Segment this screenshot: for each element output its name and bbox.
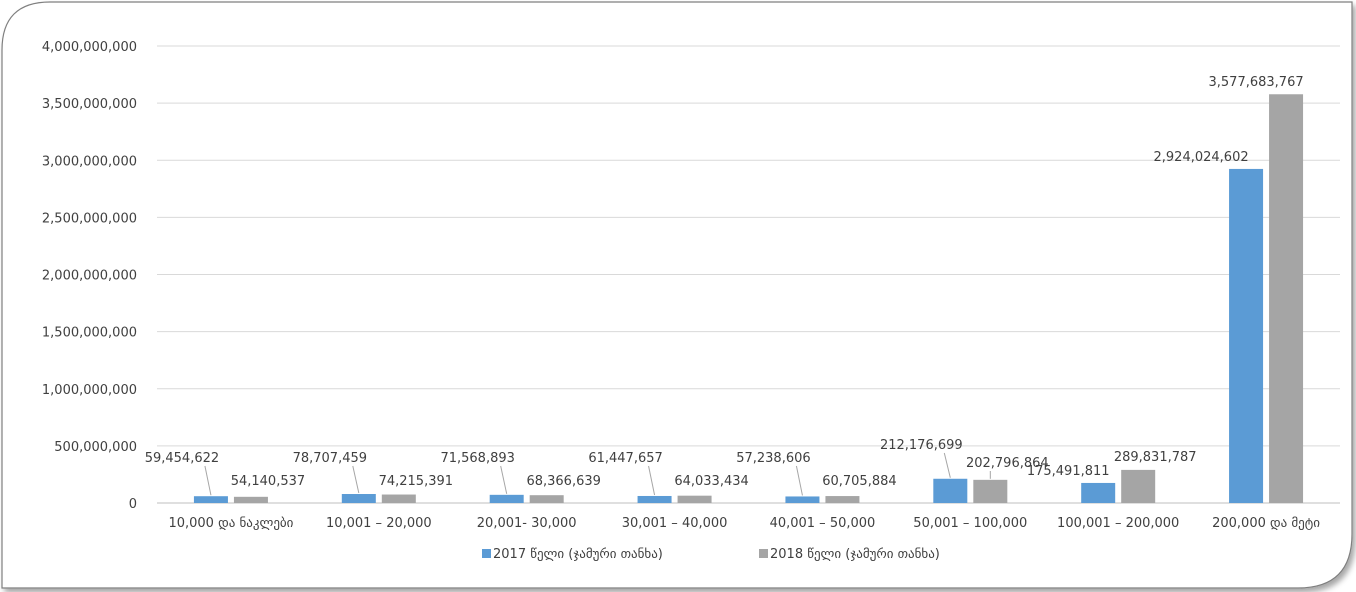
leader-line: [648, 465, 656, 496]
leader-line: [204, 465, 212, 496]
y-tick-label: 1,500,000,000: [42, 326, 137, 341]
data-label: 60,705,884: [822, 474, 896, 489]
data-label: 59,454,622: [145, 451, 219, 466]
legend: 2017 წელი (ჯამური თანხა) 2018 წელი (ჯამურ…: [482, 547, 940, 562]
data-label: 3,577,683,767: [1209, 75, 1304, 90]
bars: [193, 94, 1304, 504]
leader-line: [500, 465, 508, 494]
bar-2017: [933, 478, 968, 503]
data-label: 175,491,811: [1027, 464, 1110, 479]
y-tick-label: 2,500,000,000: [42, 211, 137, 226]
leader-line: [795, 465, 803, 496]
data-label: 212,176,699: [880, 438, 963, 453]
y-tick-label: 3,000,000,000: [42, 154, 137, 169]
bar-2017: [1081, 482, 1116, 503]
gridlines: [157, 45, 1340, 504]
x-category-label: 20,001- 30,000: [477, 516, 577, 531]
bar-2017: [489, 494, 524, 503]
leader-line: [352, 465, 360, 494]
bar-2017: [785, 496, 820, 503]
legend-label-2017: 2017 წელი (ჯამური თანხა): [493, 547, 663, 562]
legend-swatch-2018: [759, 549, 768, 558]
data-label: 64,033,434: [674, 474, 748, 489]
bar-2018: [1121, 469, 1156, 503]
bar-2018: [1269, 94, 1304, 503]
label-leader-lines: [204, 452, 991, 496]
bar-2018: [233, 496, 268, 503]
x-category-label: 10,000 და ნაკლები: [168, 516, 293, 531]
bar-2017: [341, 494, 376, 503]
bar-2017: [1229, 168, 1264, 504]
x-category-label: 200,000 და მეტი: [1212, 516, 1320, 531]
bar-2018: [825, 496, 860, 503]
x-category-label: 40,001 – 50,000: [770, 516, 876, 531]
y-tick-label: 1,000,000,000: [42, 383, 137, 398]
y-tick-label: 3,500,000,000: [42, 97, 137, 112]
data-label: 2,924,024,602: [1154, 150, 1249, 165]
data-label: 71,568,893: [440, 451, 514, 466]
data-label: 54,140,537: [231, 474, 305, 489]
y-tick-label: 4,000,000,000: [42, 40, 137, 55]
x-category-label: 30,001 – 40,000: [622, 516, 728, 531]
legend-swatch-2017: [482, 549, 491, 558]
bar-2017: [193, 496, 228, 503]
data-label: 74,215,391: [379, 474, 453, 489]
data-label: 289,831,787: [1114, 450, 1197, 465]
bar-2018: [381, 494, 416, 503]
bar-2017: [637, 495, 672, 503]
data-label: 68,366,639: [526, 474, 600, 489]
x-category-label: 10,001 – 20,000: [326, 516, 432, 531]
bar-2018: [529, 495, 564, 503]
data-label: 78,707,459: [293, 451, 367, 466]
leader-line: [943, 452, 951, 478]
y-axis-tick-labels: 0 500,000,000 1,000,000,000 1,500,000,000 2,…: [42, 40, 137, 512]
bar-2018: [677, 495, 712, 503]
y-tick-label: 500,000,000: [54, 440, 137, 455]
bar-2018: [973, 479, 1008, 503]
data-label: 61,447,657: [588, 451, 662, 466]
data-labels: 59,454,622 78,707,459 71,568,893 61,447,657…: [145, 75, 1304, 489]
data-label: 57,238,606: [736, 451, 810, 466]
y-tick-label: 2,000,000,000: [42, 269, 137, 284]
x-axis-category-labels: 10,000 და ნაკლები 10,001 – 20,000 20,001- …: [168, 516, 1320, 531]
x-category-label: 50,001 – 100,000: [913, 516, 1027, 531]
legend-label-2018: 2018 წელი (ჯამური თანხა): [770, 547, 940, 562]
data-label: 202,796,864: [966, 456, 1049, 471]
y-tick-label: 0: [129, 497, 137, 512]
x-category-label: 100,001 – 200,000: [1057, 516, 1179, 531]
